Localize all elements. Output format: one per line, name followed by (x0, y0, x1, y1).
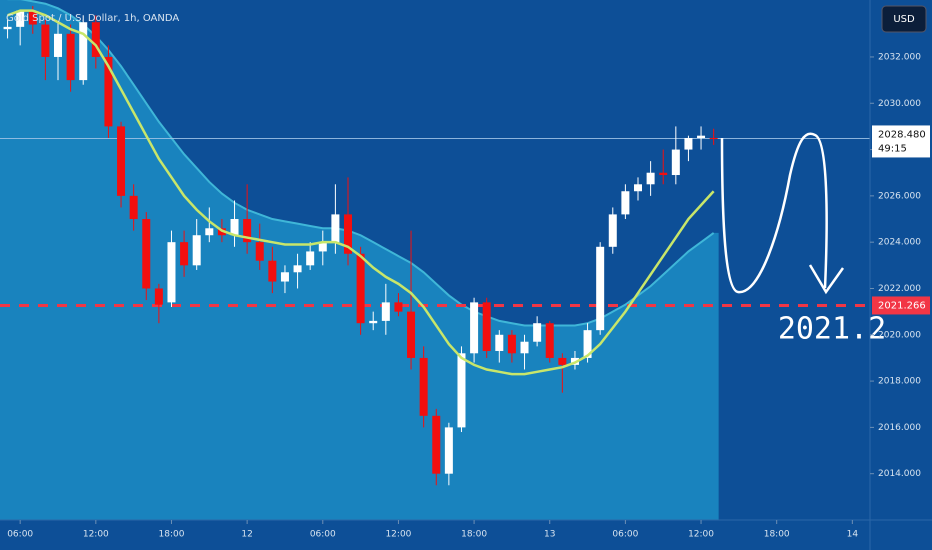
candle-body (205, 228, 214, 236)
candle-body (16, 10, 25, 27)
currency-button[interactable] (881, 5, 927, 33)
annotation: 2021.2 (778, 312, 886, 347)
candle-body (697, 135, 706, 138)
x-tick-label: 18:00 (461, 530, 487, 540)
x-tick-label: 06:00 (7, 530, 33, 540)
level-label: 2021.266 (878, 300, 926, 311)
y-tick-label: 2026.000 (878, 191, 921, 201)
candle-body (634, 184, 642, 192)
candle-body (709, 137, 718, 139)
currency-label: USD (893, 14, 915, 25)
candle-body (104, 56, 113, 127)
countdown-label: 49:15 (878, 143, 907, 154)
candle-body (482, 302, 491, 351)
candle-body (608, 214, 617, 247)
candle-body (545, 323, 554, 358)
level-box (872, 296, 930, 315)
y-tick-label: 2018.000 (878, 377, 921, 387)
candle-body (407, 311, 416, 358)
y-tick-label: 2016.000 (878, 423, 921, 433)
x-tick-label: 18:00 (764, 530, 790, 540)
candle-body (117, 126, 126, 196)
candle-body (394, 302, 403, 312)
x-tick-label: 12:00 (385, 530, 411, 540)
candle-body (495, 334, 504, 351)
y-tick-label: 2032.000 (878, 52, 921, 62)
x-tick-label: 12 (241, 530, 252, 540)
candle-body (54, 33, 62, 57)
last-price-box (872, 125, 930, 158)
candle-body (129, 195, 138, 220)
candle-body (432, 415, 441, 474)
candle-body (583, 330, 592, 358)
candle-body (381, 302, 390, 321)
candle-body (533, 323, 542, 342)
candle-body (646, 172, 655, 185)
chart-title: Gold Spot / U.S. Dollar, 1h, OANDA (6, 13, 179, 24)
y-tick-label: 2024.000 (878, 238, 921, 248)
x-tick-label: 18:00 (159, 530, 185, 540)
arrow-head (808, 264, 845, 295)
y-tick-label: 2014.000 (878, 469, 921, 479)
x-tick-label: 14 (847, 530, 859, 540)
y-tick-label: 2022.000 (878, 284, 921, 294)
candle-body (192, 235, 201, 266)
x-tick-label: 12:00 (688, 530, 714, 540)
candle-body (66, 33, 75, 81)
x-tick-label: 06:00 (310, 530, 336, 540)
x-tick-label: 12:00 (83, 530, 109, 540)
candle-body (419, 357, 428, 416)
candle-body (369, 320, 378, 324)
candle-body (356, 253, 365, 324)
candle-body (243, 219, 252, 243)
drawn-arrow (720, 132, 828, 294)
y-tick-label: 2030.000 (878, 99, 921, 109)
candle-body (457, 353, 466, 428)
candle-body (344, 214, 352, 254)
candle-body (255, 242, 264, 261)
candle-body (167, 242, 176, 303)
ma-line (7, 9, 715, 376)
candle-body (293, 265, 302, 273)
x-tick-label: 06:00 (612, 530, 638, 540)
candle-body (280, 272, 289, 282)
band-line (7, 0, 715, 327)
plot-area (0, 0, 870, 520)
candle-body (520, 341, 529, 354)
candle-body (230, 219, 239, 236)
candle-body (306, 251, 315, 266)
candle-body (3, 26, 12, 30)
candle-body (596, 246, 605, 331)
candle-body (444, 427, 453, 474)
candle-body (154, 288, 163, 305)
candle-body (318, 242, 327, 252)
candle-body (268, 260, 277, 282)
candle-body (142, 219, 151, 289)
candle-body (91, 22, 100, 57)
candle-body (79, 22, 88, 81)
y-tick-label: 2020.000 (878, 330, 921, 340)
candle-body (331, 214, 340, 243)
last-price-label: 2028.480 (878, 129, 926, 140)
candle-body (41, 24, 50, 57)
candle-body (558, 357, 567, 365)
x-tick-label: 13 (544, 530, 555, 540)
candle-body (684, 137, 693, 150)
candle-body (507, 334, 516, 354)
candle-body (180, 242, 189, 266)
candle-body (470, 302, 479, 354)
candle-body (28, 10, 37, 25)
candle-body (671, 149, 680, 176)
candle-body (621, 191, 630, 215)
candle-body (659, 172, 668, 176)
